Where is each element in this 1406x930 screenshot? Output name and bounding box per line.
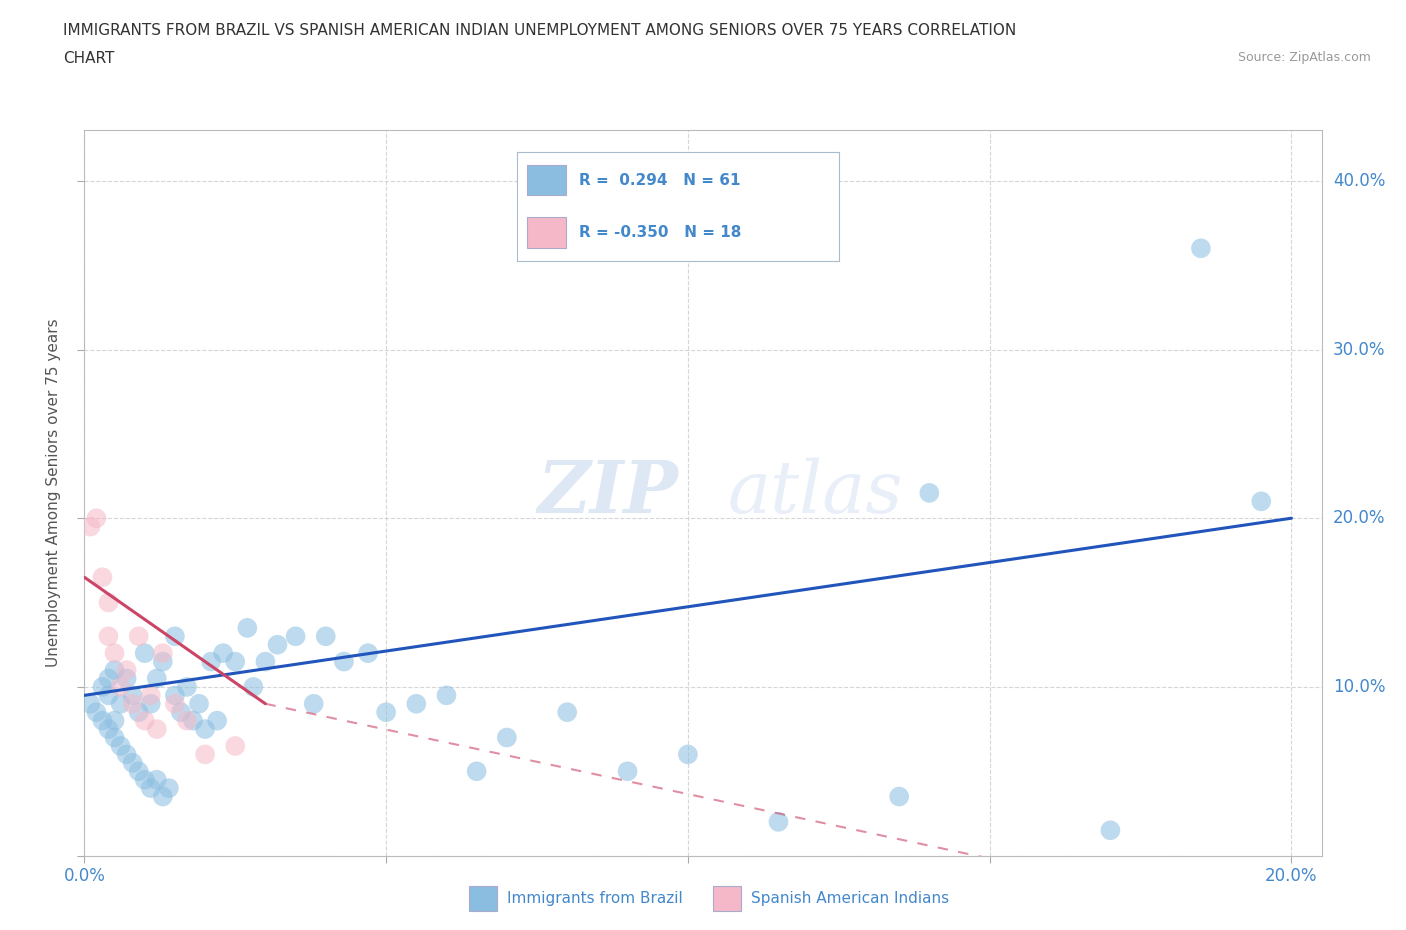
Point (375, 705, 398, 720)
Y-axis label: Unemployment Among Seniors over 75 years: Unemployment Among Seniors over 75 years (46, 319, 62, 667)
Point (266, 637, 288, 652)
Point (97, 595, 120, 610)
Point (254, 654, 277, 669)
Text: IMMIGRANTS FROM BRAZIL VS SPANISH AMERICAN INDIAN UNEMPLOYMENT AMONG SENIORS OVE: IMMIGRANTS FROM BRAZIL VS SPANISH AMERIC… (63, 23, 1017, 38)
Text: Spanish American Indians: Spanish American Indians (751, 891, 949, 906)
Point (163, 629, 186, 644)
Point (97, 688, 120, 703)
Text: Immigrants from Brazil: Immigrants from Brazil (508, 891, 683, 906)
Point (768, 815, 790, 830)
Point (152, 790, 174, 804)
Point (224, 654, 246, 669)
Point (176, 713, 198, 728)
Point (152, 654, 174, 669)
Point (97, 629, 120, 644)
Text: atlas: atlas (728, 458, 903, 528)
Point (121, 688, 143, 703)
Point (134, 645, 156, 660)
Point (115, 671, 138, 686)
Text: CHART: CHART (63, 51, 115, 66)
Point (918, 485, 941, 500)
Point (139, 697, 162, 711)
Point (110, 697, 132, 711)
Point (555, 705, 578, 720)
Point (121, 755, 143, 770)
Point (242, 680, 264, 695)
Point (465, 764, 488, 778)
Text: 10.0%: 10.0% (1333, 678, 1385, 696)
Point (152, 645, 174, 660)
Point (86, 511, 108, 525)
Point (128, 764, 150, 778)
Point (110, 738, 132, 753)
Point (889, 790, 911, 804)
Point (284, 629, 307, 644)
Point (157, 780, 180, 795)
Point (115, 747, 138, 762)
Point (495, 730, 517, 745)
Point (405, 697, 427, 711)
Point (181, 713, 204, 728)
Point (128, 705, 150, 720)
Text: 20.0%: 20.0% (1333, 510, 1385, 527)
Point (91, 680, 114, 695)
Point (176, 680, 198, 695)
Point (103, 713, 125, 728)
Point (163, 688, 186, 703)
Point (1250, 494, 1272, 509)
Text: 30.0%: 30.0% (1333, 340, 1385, 358)
Point (436, 688, 458, 703)
Point (97, 671, 120, 686)
Point (236, 620, 259, 635)
Point (79, 697, 101, 711)
Point (170, 705, 193, 720)
Point (1189, 241, 1212, 256)
Point (205, 713, 228, 728)
Point (91, 570, 114, 585)
Point (616, 764, 638, 778)
Point (134, 772, 156, 787)
Point (188, 697, 211, 711)
Point (115, 662, 138, 677)
Point (194, 722, 217, 737)
Point (676, 747, 699, 762)
Point (97, 722, 120, 737)
Point (110, 680, 132, 695)
Point (212, 645, 235, 660)
Point (103, 662, 125, 677)
Point (146, 671, 169, 686)
Point (86, 705, 108, 720)
Point (200, 654, 222, 669)
Point (103, 645, 125, 660)
Point (139, 688, 162, 703)
Point (146, 722, 169, 737)
Point (79, 519, 101, 534)
Point (333, 654, 356, 669)
FancyBboxPatch shape (468, 886, 498, 910)
Point (224, 738, 246, 753)
Point (302, 697, 325, 711)
Point (357, 645, 380, 660)
Point (91, 713, 114, 728)
Point (163, 697, 186, 711)
Point (128, 629, 150, 644)
Point (1099, 823, 1122, 838)
FancyBboxPatch shape (713, 886, 741, 910)
Point (139, 780, 162, 795)
Text: ZIP: ZIP (537, 458, 678, 528)
Point (194, 747, 217, 762)
Point (146, 772, 169, 787)
Point (315, 629, 337, 644)
Point (103, 730, 125, 745)
Point (134, 713, 156, 728)
Point (121, 697, 143, 711)
Text: Source: ZipAtlas.com: Source: ZipAtlas.com (1237, 51, 1371, 64)
Text: 40.0%: 40.0% (1333, 172, 1385, 190)
